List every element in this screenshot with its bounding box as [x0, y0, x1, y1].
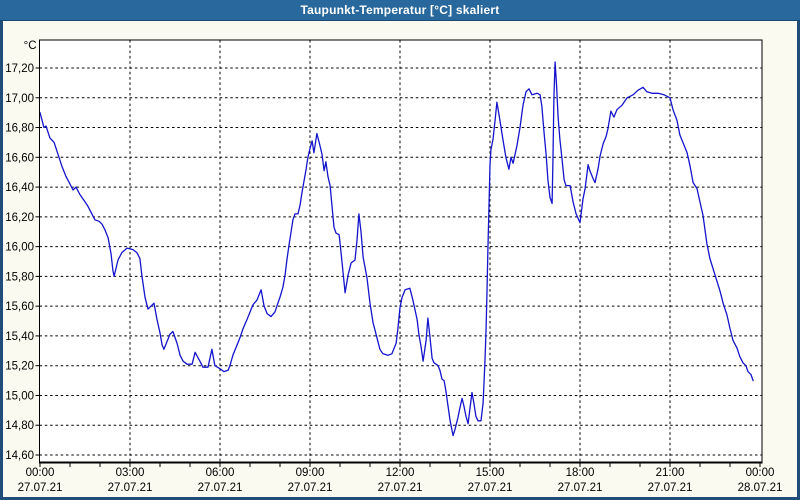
x-tick-time-label: 03:00	[116, 467, 145, 479]
x-tick-time-label: 21:00	[656, 467, 685, 479]
y-tick-label: 14,80	[5, 420, 34, 432]
x-grid	[129, 40, 671, 462]
y-tick-label: 15,40	[5, 331, 34, 343]
y-tick-label: 15,80	[5, 271, 34, 283]
y-tick-label: 15,60	[5, 301, 34, 313]
x-tick-date-label: 27.07.21	[648, 482, 693, 494]
x-tick-date-label: 28.07.21	[738, 482, 783, 494]
window-title: Taupunkt-Temperatur [°C] skaliert	[300, 3, 500, 17]
x-labels: 00:00 27.07.21 03:00 27.07.21 06:00 27.07.21 0…	[18, 467, 783, 494]
window-titlebar: Taupunkt-Temperatur [°C] skaliert	[0, 0, 800, 21]
y-tick-label: 15,00	[5, 390, 34, 402]
x-tick-date-label: 27.07.21	[198, 482, 243, 494]
x-tick-time-label: 15:00	[476, 467, 505, 479]
plot-area	[39, 40, 762, 462]
x-tick-time-label: 12:00	[386, 467, 415, 479]
y-axis-unit-label: °C	[24, 40, 37, 52]
x-tick-time-label: 09:00	[296, 467, 325, 479]
y-tick-label: 16,80	[5, 123, 34, 135]
y-tick-label: 16,60	[5, 152, 34, 164]
x-tick-date-label: 27.07.21	[558, 482, 603, 494]
y-tick-label: 16,20	[5, 212, 34, 224]
x-tick-date-label: 27.07.21	[18, 482, 63, 494]
x-minor-ticks	[39, 463, 761, 467]
x-tick-date-label: 27.07.21	[288, 482, 333, 494]
y-tick-label: 16,00	[5, 242, 34, 254]
x-tick-time-label: 06:00	[206, 467, 235, 479]
x-tick-time-label: 18:00	[566, 467, 595, 479]
y-tick-label: 15,20	[5, 361, 34, 373]
x-tick-date-label: 27.07.21	[378, 482, 423, 494]
x-tick-date-label: 27.07.21	[108, 482, 153, 494]
y-tick-label: 16,40	[5, 182, 34, 194]
x-tick-time-label: 00:00	[746, 467, 775, 479]
y-tick-label: 17,00	[5, 93, 34, 105]
x-tick-time-label: 00:00	[26, 467, 55, 479]
x-tick-date-label: 27.07.21	[468, 482, 513, 494]
y-tick-label: 14,60	[5, 450, 34, 462]
y-tick-label: 17,20	[5, 63, 34, 75]
temperature-line	[39, 61, 754, 437]
